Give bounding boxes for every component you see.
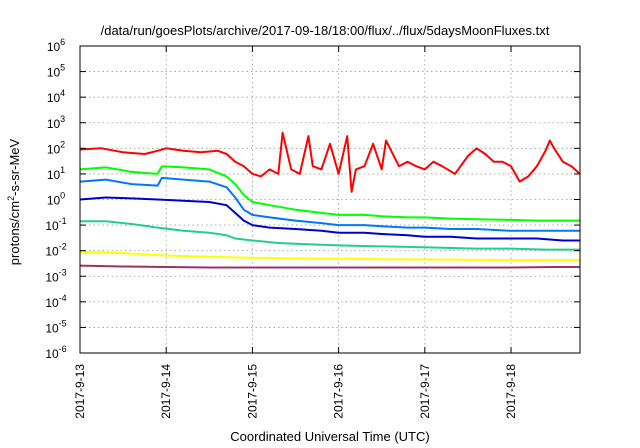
x-tick-label: 2017-9-15 — [245, 364, 259, 419]
x-tick-label: 2017-9-16 — [332, 364, 346, 419]
y-tick-label: 10-4 — [45, 293, 66, 310]
y-tick-base: 10 — [45, 245, 59, 259]
x-axis-label: Coordinated Universal Time (UTC) — [230, 429, 429, 444]
y-tick-label: 102 — [47, 139, 65, 156]
y-tick-exponent: 2 — [60, 139, 65, 149]
y-axis-label-suffix: -s-sr-MeV — [7, 138, 22, 195]
y-tick-label: 104 — [47, 88, 65, 105]
series-layer — [79, 131, 581, 269]
y-tick-exponent: -2 — [59, 242, 67, 252]
series-line-6 — [79, 250, 580, 261]
y-tick-exponent: 1 — [60, 165, 65, 175]
y-tick-exponent: 4 — [60, 88, 65, 98]
y-tick-base: 10 — [47, 66, 61, 80]
y-tick-label: 10-5 — [45, 318, 66, 335]
chart-title: /data/run/goesPlots/archive/2017-09-18/1… — [101, 23, 550, 38]
y-tick-exponent: -1 — [59, 216, 67, 226]
series-line-5 — [80, 220, 580, 251]
y-axis-label-base: protons/cm — [7, 201, 22, 265]
series-line-1 — [79, 131, 581, 193]
y-tick-base: 10 — [47, 117, 61, 131]
series-line-2 — [79, 165, 580, 222]
y-axis-label: protons/cm2-s-sr-MeV — [6, 138, 22, 265]
y-tick-label: 10-1 — [45, 216, 66, 233]
x-tick-label: 2017-9-14 — [159, 364, 173, 419]
y-axis: 10-610-510-410-310-210-11001011021031041… — [45, 37, 580, 361]
y-tick-base: 10 — [47, 142, 61, 156]
y-tick-exponent: 6 — [60, 37, 65, 47]
x-axis: 2017-9-13 2017-9-14 2017-9-15 2017-9-16 2017… — [73, 46, 518, 419]
y-tick-exponent: -5 — [59, 318, 67, 328]
y-tick-exponent: -3 — [59, 267, 67, 277]
x-tick-label: 2017-9-13 — [73, 364, 87, 419]
y-axis-label-exponent: 2 — [6, 196, 16, 201]
y-tick-exponent: 3 — [60, 114, 65, 124]
series-line-4 — [79, 196, 580, 242]
y-tick-base: 10 — [47, 91, 61, 105]
y-tick-exponent: 5 — [60, 63, 65, 73]
series-line-3 — [79, 176, 580, 232]
y-tick-exponent: -4 — [59, 293, 67, 303]
y-tick-label: 105 — [47, 63, 65, 80]
y-tick-base: 10 — [45, 321, 59, 335]
y-tick-base: 10 — [45, 219, 59, 233]
y-tick-label: 10-6 — [45, 344, 66, 361]
y-tick-label: 10-2 — [45, 242, 66, 259]
y-tick-base: 10 — [45, 347, 59, 361]
y-tick-base: 10 — [47, 194, 61, 208]
y-tick-label: 106 — [47, 37, 65, 54]
series-line-7 — [79, 264, 580, 269]
y-tick-label: 10-3 — [45, 267, 66, 284]
y-tick-base: 10 — [45, 296, 59, 310]
y-tick-base: 10 — [47, 168, 61, 182]
y-tick-base: 10 — [47, 40, 61, 54]
x-tick-label: 2017-9-17 — [418, 364, 432, 419]
y-tick-label: 103 — [47, 114, 65, 131]
y-tick-label: 101 — [47, 165, 65, 182]
y-tick-exponent: 0 — [60, 191, 65, 201]
y-tick-base: 10 — [45, 270, 59, 284]
x-tick-label: 2017-9-18 — [504, 364, 518, 419]
y-tick-label: 100 — [47, 191, 65, 208]
y-tick-exponent: -6 — [59, 344, 67, 354]
